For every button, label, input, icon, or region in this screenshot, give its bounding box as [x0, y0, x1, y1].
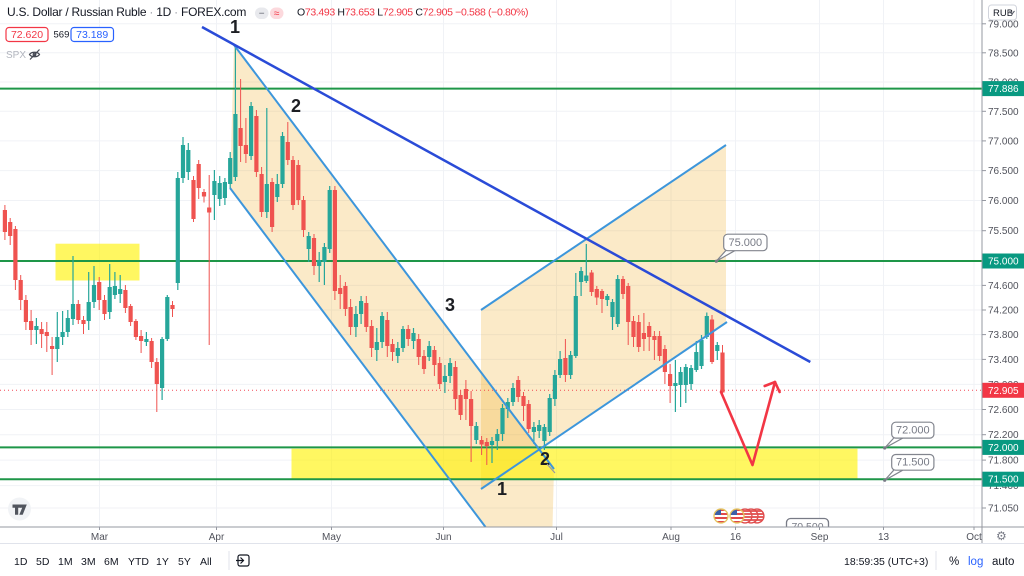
svg-text:All: All	[200, 556, 212, 568]
svg-text:O73.493 H73.653 L72.905 C72.90: O73.493 H73.653 L72.905 C72.905 −0.588 (…	[297, 7, 528, 19]
svg-text:Aug: Aug	[662, 532, 680, 543]
svg-text:74.600: 74.600	[988, 281, 1019, 292]
svg-text:Jul: Jul	[550, 532, 563, 543]
svg-text:SPX: SPX	[6, 50, 26, 61]
svg-text:2: 2	[540, 449, 550, 469]
svg-text:Apr: Apr	[209, 532, 225, 543]
svg-text:Oct: Oct	[966, 532, 982, 543]
svg-text:75.500: 75.500	[988, 226, 1019, 237]
svg-text:1: 1	[230, 17, 240, 37]
svg-text:77.500: 77.500	[988, 107, 1019, 118]
svg-text:79.000: 79.000	[988, 19, 1019, 30]
svg-text:YTD: YTD	[128, 556, 149, 568]
svg-text:71.800: 71.800	[988, 456, 1019, 467]
svg-text:73.189: 73.189	[76, 29, 108, 41]
svg-text:Sep: Sep	[811, 532, 829, 543]
svg-text:5D: 5D	[36, 556, 50, 568]
svg-text:76.000: 76.000	[988, 196, 1019, 207]
svg-text:6M: 6M	[104, 556, 119, 568]
svg-text:74.200: 74.200	[988, 306, 1019, 317]
svg-text:≈: ≈	[274, 8, 280, 19]
svg-text:%: %	[949, 556, 959, 568]
svg-text:72.200: 72.200	[988, 430, 1019, 441]
svg-text:72.000: 72.000	[988, 443, 1019, 454]
svg-text:72.600: 72.600	[988, 405, 1019, 416]
svg-text:13: 13	[878, 532, 890, 543]
svg-text:2: 2	[291, 96, 301, 116]
svg-text:77.886: 77.886	[988, 84, 1019, 95]
svg-text:78.500: 78.500	[988, 48, 1019, 59]
svg-text:Jun: Jun	[435, 532, 451, 543]
svg-text:75.000: 75.000	[988, 257, 1019, 268]
svg-text:18:59:35 (UTC+3): 18:59:35 (UTC+3)	[844, 556, 928, 568]
svg-text:569: 569	[54, 30, 70, 41]
svg-text:1D: 1D	[14, 556, 28, 568]
svg-text:71.500: 71.500	[988, 475, 1019, 486]
svg-text:log: log	[968, 556, 983, 568]
svg-text:RUB: RUB	[993, 8, 1013, 19]
svg-text:72.905: 72.905	[988, 386, 1019, 397]
svg-text:−: −	[259, 8, 265, 19]
svg-text:73.800: 73.800	[988, 330, 1019, 341]
svg-text:77.000: 77.000	[988, 136, 1019, 147]
svg-text:auto: auto	[992, 556, 1014, 568]
svg-text:72.620: 72.620	[11, 29, 43, 41]
svg-text:76.500: 76.500	[988, 166, 1019, 177]
svg-text:72.000: 72.000	[896, 425, 930, 437]
svg-text:1M: 1M	[58, 556, 73, 568]
svg-text:3M: 3M	[81, 556, 96, 568]
svg-text:73.400: 73.400	[988, 355, 1019, 366]
svg-text:71.050: 71.050	[988, 504, 1019, 515]
svg-text:May: May	[322, 532, 341, 543]
svg-text:70.500: 70.500	[791, 521, 823, 533]
svg-text:16: 16	[730, 532, 742, 543]
svg-text:3: 3	[445, 295, 455, 315]
svg-text:U.S. Dollar / Russian Ruble ·: U.S. Dollar / Russian Ruble · 1D · FOREX…	[7, 5, 246, 19]
svg-text:⚙: ⚙	[996, 529, 1007, 543]
svg-text:1: 1	[497, 479, 507, 499]
svg-text:75.000: 75.000	[729, 237, 763, 249]
svg-text:1Y: 1Y	[156, 556, 169, 568]
svg-text:Mar: Mar	[91, 532, 109, 543]
svg-text:71.500: 71.500	[896, 457, 930, 469]
svg-text:5Y: 5Y	[178, 556, 191, 568]
